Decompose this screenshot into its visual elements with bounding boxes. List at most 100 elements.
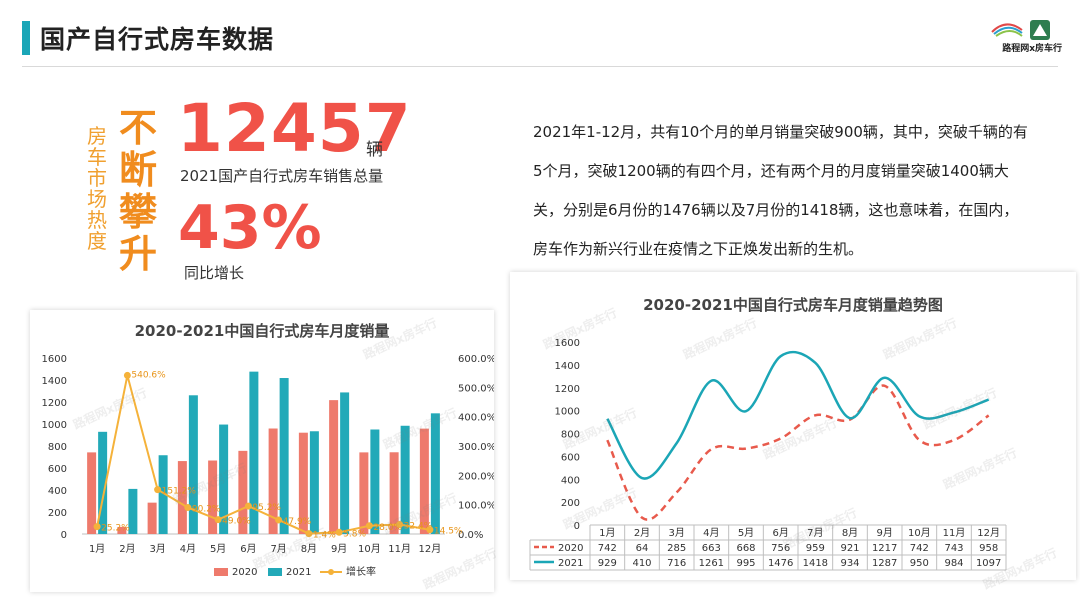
growth-rate-point <box>275 516 283 524</box>
table-cell-2021: 929 <box>598 558 617 569</box>
growth-rate-line <box>96 375 431 535</box>
x-tick: 1月 <box>89 543 105 555</box>
table-cell-2020: 958 <box>979 543 998 554</box>
bar-2020 <box>329 400 339 534</box>
y-left-tick: 1400 <box>42 376 67 387</box>
page-title: 国产自行式房车数据 <box>40 25 275 54</box>
bar-2020 <box>87 452 97 534</box>
bar-2021 <box>370 429 380 534</box>
monthly-sales-bar-chart: 2020-2021中国自行式房车月度销量 0 200 400 600 800 1000 120… <box>42 322 494 578</box>
x-tick: 5月 <box>738 527 754 539</box>
x-tick: 10月 <box>358 543 381 555</box>
bar-2021 <box>219 424 229 534</box>
growth-label: 同比增长 <box>184 264 245 282</box>
bar-2020 <box>177 461 187 534</box>
table-cell-2021: 1097 <box>976 558 1001 569</box>
x-tick: 3月 <box>149 543 165 555</box>
y-tick: 800 <box>561 430 580 441</box>
line-2021 <box>606 350 990 480</box>
growth-rate-label: 95.2% <box>252 503 281 513</box>
growth-rate-label: 151.2% <box>162 487 197 497</box>
growth-rate-point <box>244 502 252 510</box>
y-tick: 600 <box>561 452 580 463</box>
table-cell-2021: 1418 <box>803 558 828 569</box>
x-tick: 1月 <box>599 527 615 539</box>
bar-2021 <box>98 431 108 534</box>
x-tick: 7月 <box>807 527 823 539</box>
y-tick: 0 <box>574 521 580 532</box>
bar-2021 <box>430 413 440 534</box>
y-right-tick: 100.0% <box>458 501 494 512</box>
table-cell-2021: 984 <box>944 558 963 569</box>
growth-rate-point <box>184 504 192 512</box>
bar-2021 <box>400 425 410 534</box>
growth-rate-point <box>365 522 373 530</box>
bar-chart-panel: 2020-2021中国自行式房车月度销量 0 200 400 600 800 1000 120… <box>30 310 494 592</box>
growth-rate-label: 540.6% <box>131 370 166 380</box>
table-cell-2020: 1217 <box>872 543 897 554</box>
x-tick: 4月 <box>703 527 719 539</box>
y-left-tick: 1000 <box>42 420 67 431</box>
table-cell-2020: 921 <box>840 543 859 554</box>
table-cell-2021: 410 <box>632 558 651 569</box>
line-chart-panel: 2020-2021中国自行式房车月度销量趋势图 0 200 400 600 800 1000… <box>510 272 1076 580</box>
x-tick: 9月 <box>331 543 347 555</box>
table-cell-2020: 663 <box>702 543 721 554</box>
table-row-label-2021: 2021 <box>558 558 583 569</box>
total-sales-value: 12457 <box>177 90 412 167</box>
bar-2021 <box>340 392 350 534</box>
growth-rate-label: 28.0% <box>373 523 402 533</box>
growth-rate-point <box>305 530 313 538</box>
header: 国产自行式房车数据 <box>22 19 274 57</box>
rising-label: 不断攀升 <box>118 106 157 276</box>
legend-label-growth: 增长率 <box>346 565 376 578</box>
growth-rate-label: 49.0% <box>222 517 251 527</box>
bar-2021 <box>128 488 138 534</box>
table-cell-2021: 995 <box>736 558 755 569</box>
table-cell-2021: 1476 <box>768 558 793 569</box>
bar-2020 <box>147 502 157 534</box>
bar-2020 <box>389 452 399 534</box>
bar-2021 <box>188 395 198 534</box>
market-heat-label: 房车市场热度 <box>87 124 107 253</box>
growth-rate-label: 5.8% <box>343 529 366 539</box>
table-cell-2020: 668 <box>736 543 755 554</box>
growth-value: 43% <box>178 193 322 263</box>
y-right-tick: 400.0% <box>458 413 494 424</box>
table-cell-2020: 64 <box>636 543 649 554</box>
y-left-tick: 200 <box>48 508 67 519</box>
legend-marker-growth <box>328 569 334 575</box>
table-cell-2021: 950 <box>910 558 929 569</box>
growth-rate-label: 14.5% <box>434 527 463 537</box>
y-right-tick: 300.0% <box>458 442 494 453</box>
summary-paragraph: 2021年1-12月，共有10个月的单月销量突破900辆，其中，突破千辆的有5个… <box>533 123 1028 258</box>
growth-rate-label: 1.4% <box>313 531 336 541</box>
y-right-tick: 0.0% <box>458 530 483 541</box>
title-divider <box>22 66 1058 67</box>
x-tick: 10月 <box>908 527 931 539</box>
table-cell-2020: 959 <box>806 543 825 554</box>
x-tick: 12月 <box>419 543 442 555</box>
legend-swatch-2021 <box>268 568 282 576</box>
y-left-tick: 1600 <box>42 354 67 365</box>
total-sales-unit: 辆 <box>366 140 383 160</box>
y-tick: 1200 <box>555 384 580 395</box>
table-cell-2020: 756 <box>771 543 790 554</box>
growth-rate-point <box>154 486 162 494</box>
y-tick: 1000 <box>555 407 580 418</box>
legend-swatch-2020 <box>214 568 228 576</box>
y-tick: 400 <box>561 475 580 486</box>
growth-rate-label: 90.2% <box>192 505 221 515</box>
line-2020 <box>606 384 990 521</box>
x-tick: 6月 <box>240 543 256 555</box>
growth-rate-point <box>335 528 343 536</box>
y-tick: 1600 <box>555 338 580 349</box>
monthly-sales-trend-chart: 2020-2021中国自行式房车月度销量趋势图 0 200 400 600 800 1000… <box>529 296 1007 571</box>
bar-2021 <box>158 455 168 534</box>
y-left-tick: 400 <box>48 486 67 497</box>
table-cell-2021: 1261 <box>699 558 724 569</box>
table-cell-2021: 1287 <box>872 558 897 569</box>
bar-2020 <box>117 526 127 534</box>
y-left-tick: 0 <box>61 530 67 541</box>
bar-2021 <box>279 378 289 534</box>
